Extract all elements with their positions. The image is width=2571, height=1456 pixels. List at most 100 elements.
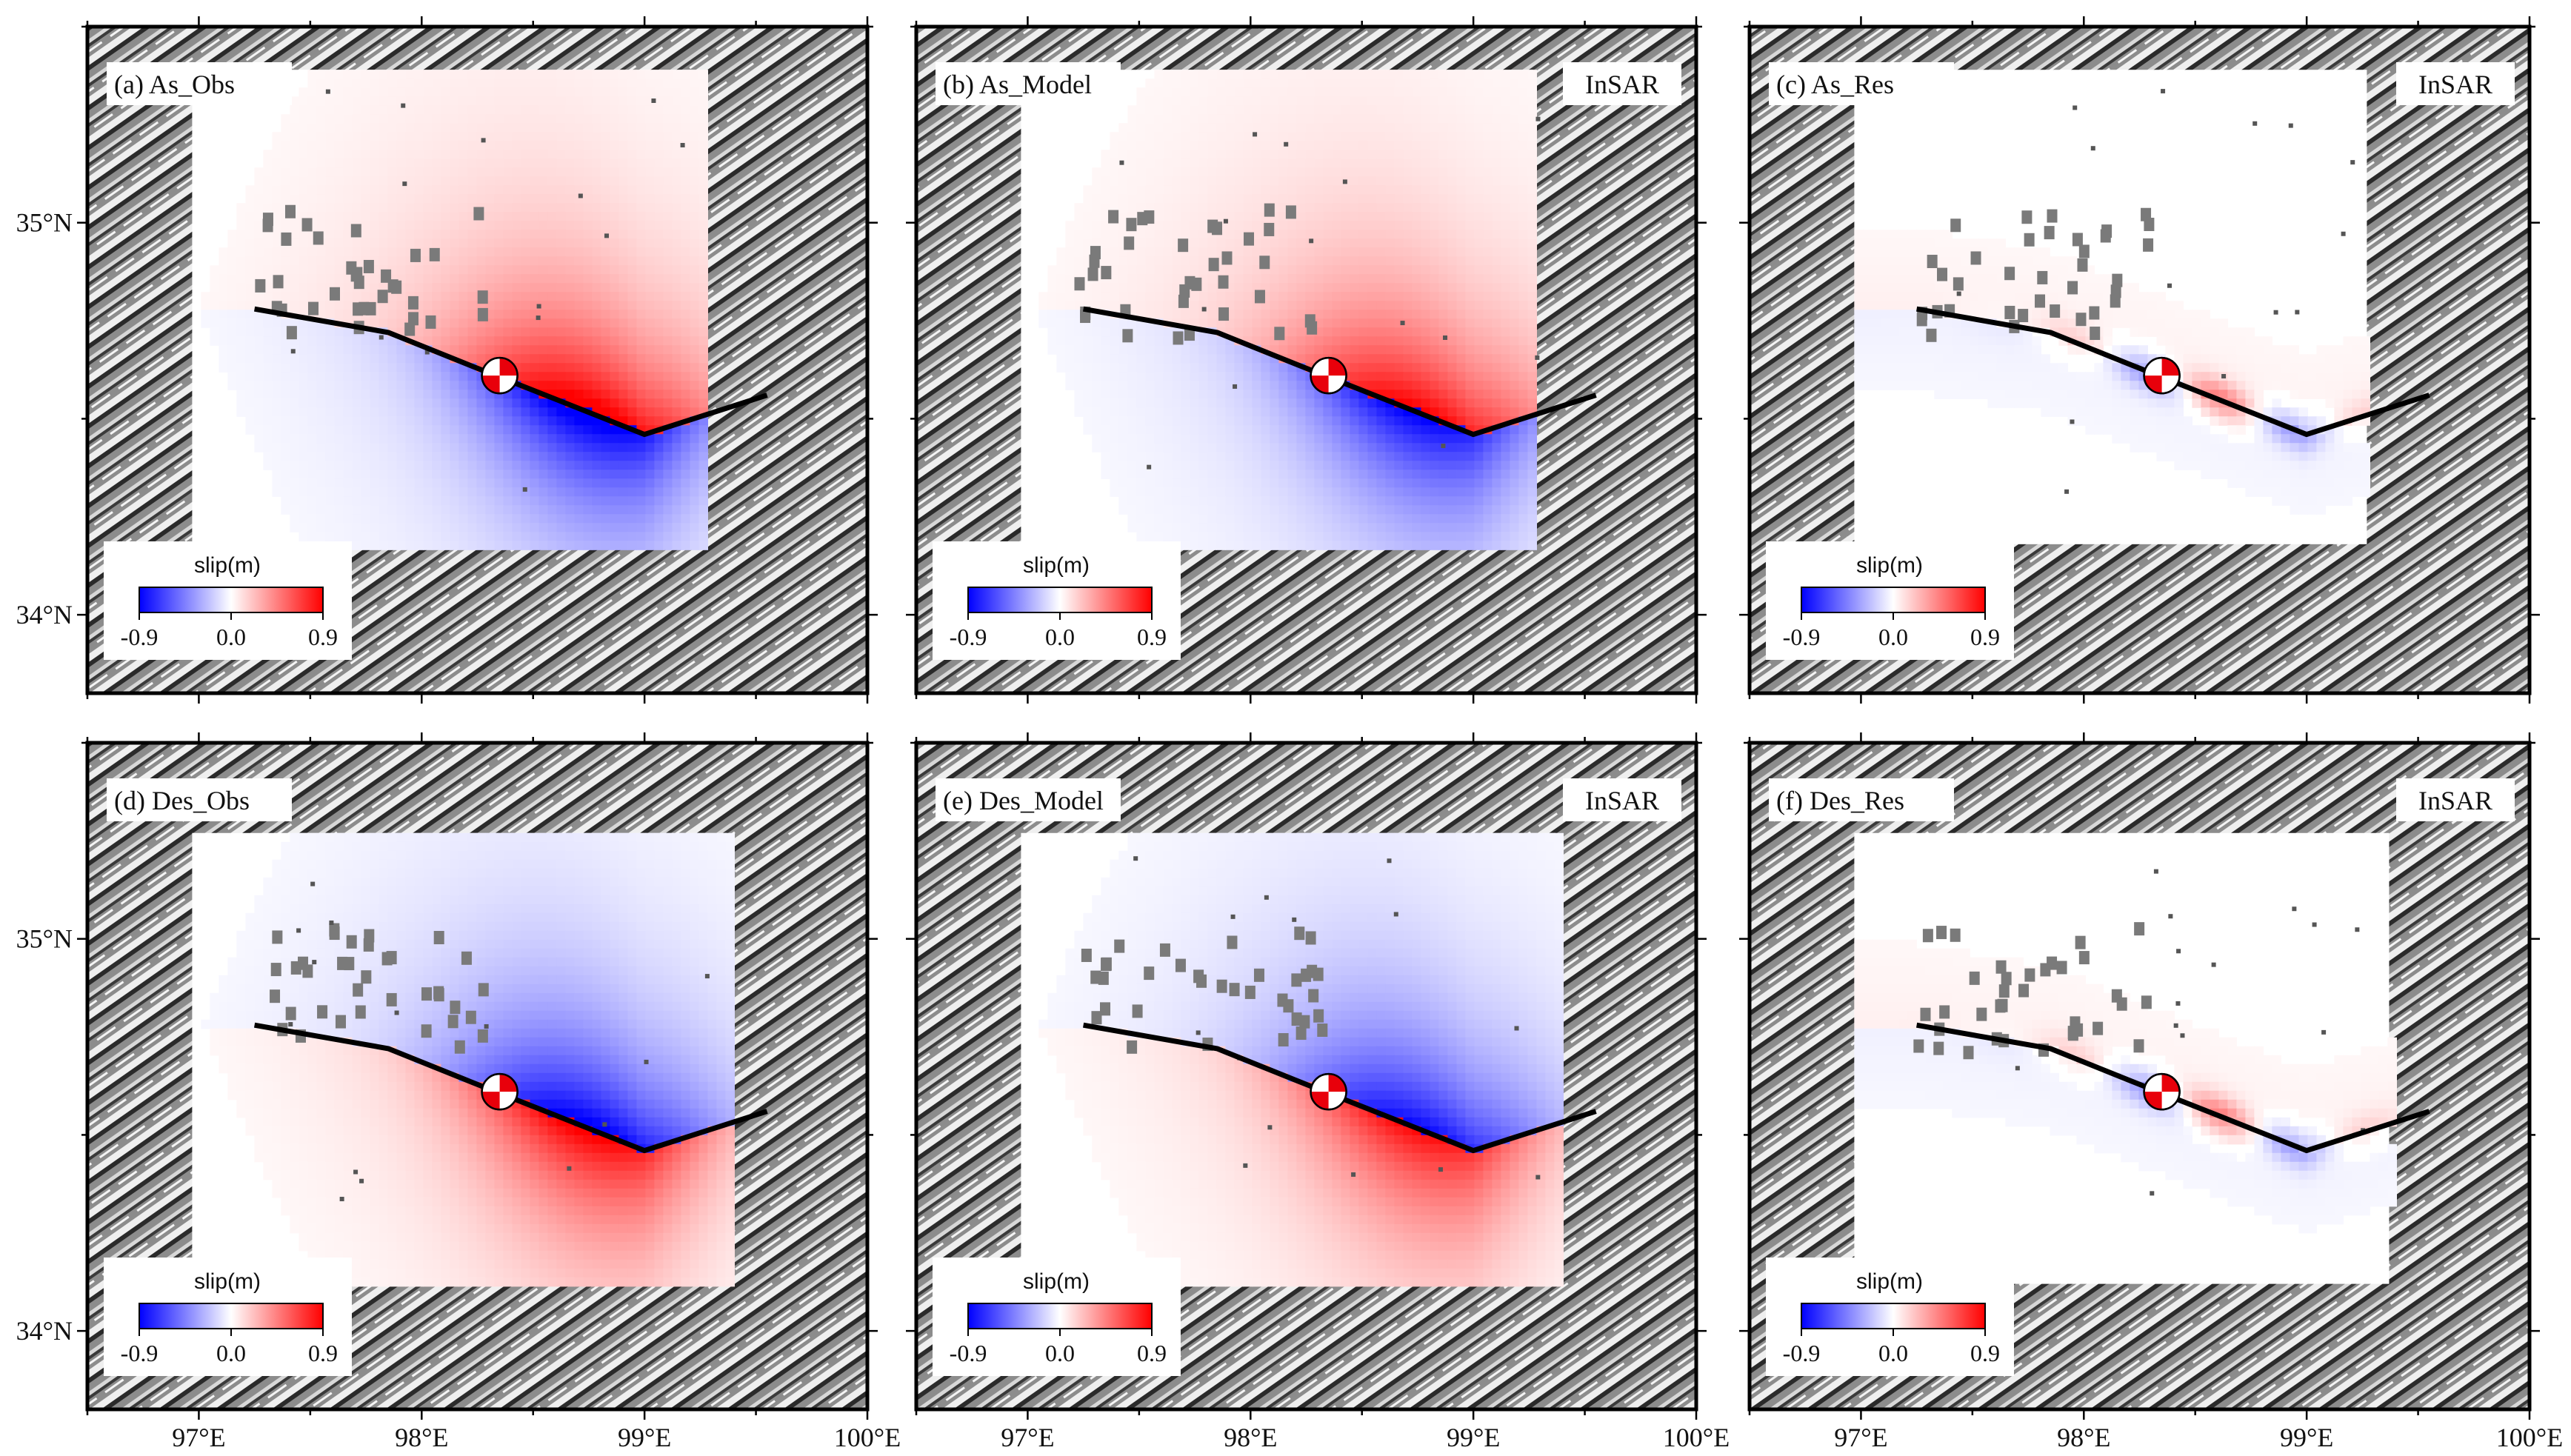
field-cell — [485, 283, 496, 293]
field-cell — [1314, 292, 1324, 301]
field-cell — [1136, 105, 1147, 115]
field-cell — [1172, 381, 1182, 390]
field-cell — [592, 79, 602, 88]
field-cell — [387, 114, 398, 124]
field-cell — [494, 247, 504, 257]
field-cell — [467, 487, 478, 497]
field-cell — [334, 496, 344, 506]
field-cell — [1456, 238, 1467, 248]
field-cell — [636, 292, 647, 301]
field-cell — [1101, 363, 1111, 373]
field-cell — [627, 478, 638, 488]
field-cell — [379, 532, 389, 541]
field-cell — [645, 532, 656, 541]
field-cell — [1358, 283, 1369, 293]
field-cell — [1216, 194, 1227, 204]
field-cell — [636, 336, 647, 346]
field-cell — [396, 194, 407, 204]
field-cell — [1163, 79, 1173, 88]
field-cell — [1483, 327, 1493, 337]
field-cell — [1207, 407, 1218, 417]
field-cell — [1136, 283, 1147, 293]
field-cell — [1234, 167, 1244, 177]
field-cell — [1092, 283, 1102, 293]
field-cell — [547, 132, 558, 141]
field-cell — [405, 505, 416, 515]
field-cell — [1234, 70, 1244, 79]
field-cell — [1456, 70, 1467, 79]
field-cell — [352, 505, 362, 515]
field-cell — [1181, 407, 1191, 417]
field-cell — [1341, 96, 1351, 106]
field-cell — [334, 150, 344, 159]
field-cell — [1287, 176, 1298, 186]
field-cell — [405, 96, 416, 106]
field-cell — [361, 70, 371, 79]
field-cell — [1154, 381, 1164, 390]
field-cell — [1341, 158, 1351, 168]
field-cell — [485, 398, 496, 408]
field-cell — [1394, 354, 1404, 364]
field-cell — [1190, 398, 1200, 408]
field-cell — [698, 336, 709, 346]
field-cell — [681, 274, 691, 284]
field-cell — [307, 194, 318, 204]
field-cell — [396, 434, 407, 444]
field-cell — [450, 443, 460, 453]
field-cell — [1314, 230, 1324, 239]
field-cell — [1323, 310, 1333, 319]
field-cell — [1341, 105, 1351, 115]
field-cell — [1421, 265, 1431, 275]
field-cell — [370, 150, 380, 159]
field-cell — [512, 345, 522, 355]
field-cell — [1145, 301, 1156, 310]
field-cell — [1492, 416, 1502, 426]
field-cell — [361, 452, 371, 461]
field-cell — [1296, 283, 1307, 293]
field-cell — [299, 443, 309, 453]
field-cell — [432, 274, 442, 284]
field-cell — [1234, 150, 1244, 159]
field-cell — [1278, 158, 1289, 168]
field-cell — [1510, 318, 1520, 328]
field-cell — [290, 363, 300, 373]
field-cell — [263, 301, 273, 310]
field-cell — [458, 301, 469, 310]
field-cell — [1038, 310, 1049, 319]
field-cell — [645, 292, 656, 301]
field-cell — [387, 496, 398, 506]
field-cell — [1145, 434, 1156, 444]
field-cell — [1261, 158, 1271, 168]
field-cell — [556, 96, 567, 106]
field-cell — [1376, 416, 1387, 426]
field-cell — [1421, 372, 1431, 381]
field-cell — [494, 443, 504, 453]
field-cell — [307, 487, 318, 497]
field-cell — [370, 230, 380, 239]
field-cell — [1421, 345, 1431, 355]
field-cell — [592, 238, 602, 248]
field-cell — [1278, 167, 1289, 177]
field-cell — [565, 390, 576, 399]
field-cell — [538, 318, 549, 328]
field-cell — [1483, 212, 1493, 221]
field-cell — [654, 354, 664, 364]
field-cell — [521, 203, 531, 213]
field-cell — [1145, 327, 1156, 337]
field-cell — [565, 496, 576, 506]
field-cell — [1447, 310, 1458, 319]
field-cell — [423, 514, 433, 524]
field-cell — [601, 87, 611, 97]
field-cell — [254, 354, 264, 364]
field-cell — [1145, 292, 1156, 301]
field-cell — [681, 514, 691, 524]
field-cell — [690, 265, 700, 275]
field-cell — [245, 407, 256, 417]
field-cell — [1110, 363, 1120, 373]
field-cell — [441, 176, 451, 186]
field-cell — [1323, 212, 1333, 221]
field-cell — [299, 238, 309, 248]
field-cell — [307, 292, 318, 301]
field-cell — [1367, 167, 1378, 177]
field-cell — [1376, 336, 1387, 346]
